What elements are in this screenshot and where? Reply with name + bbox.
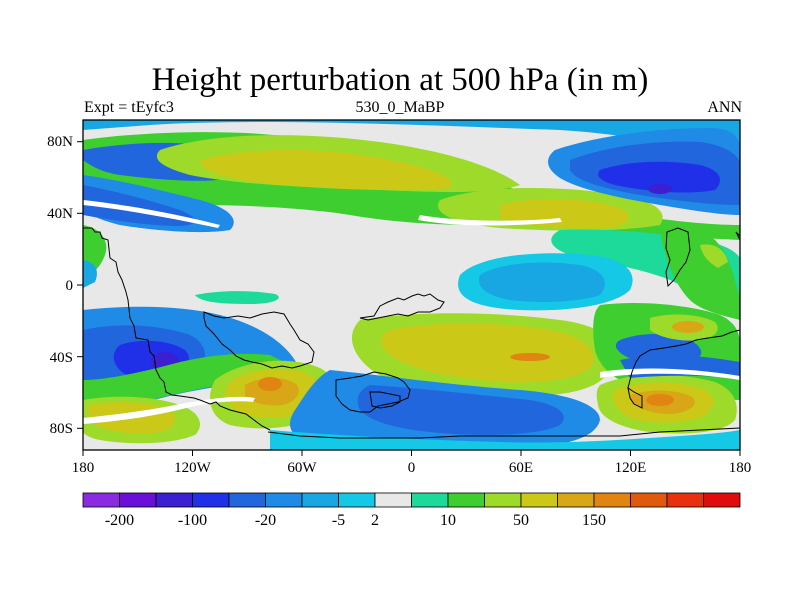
lon-tick-label: 120E [615,460,647,476]
colorbar-box [82,492,120,508]
colorbar-box [155,492,193,508]
colorbar-box [411,492,449,508]
colorbar-box [301,492,339,508]
lon-tick-label: 120W [174,460,212,476]
colorbar-box [374,492,412,508]
continent-outlines [83,227,740,439]
lat-tick-label: 40N [47,206,73,222]
colorbar-box [228,492,266,508]
lon-tick-label: 60E [509,460,533,476]
lon-tick-label: 0 [408,460,416,476]
latitude-labels: 80N 40N 0 40S 80S [47,134,73,437]
experiment-label: Expt = tEyfc3 [84,99,174,116]
colorbar-label: -200 [105,512,134,529]
time-label: 530_0_MaBP [355,99,445,116]
colorbar-box [520,492,558,508]
colorbar-label: 150 [582,512,606,529]
colorbar-box [484,492,522,508]
colorbar-box [666,492,704,508]
lat-tick-label: 0 [66,278,74,294]
lat-tick-label: 40S [50,350,73,366]
colorbar-label: 10 [440,512,456,529]
longitude-labels: 180 120W 60W 0 60E 120E 180 [72,460,752,476]
lon-tick-label: 60W [287,460,317,476]
lon-tick-label: 180 [72,460,95,476]
colorbar-box [119,492,157,508]
colorbar-box [447,492,485,508]
season-label: ANN [707,99,742,116]
colorbar-box [557,492,595,508]
height-field [83,120,740,450]
colorbar-box [630,492,668,508]
colorbar-box [703,492,741,508]
lat-tick-label: 80S [50,421,73,437]
colorbar-label: -20 [255,512,276,529]
colorbar-label: 2 [371,512,379,529]
colorbar-labels: -200 -100 -20 -5 2 10 50 150 [105,512,606,529]
lon-tick-label: 180 [729,460,752,476]
colorbar-label: -5 [332,512,345,529]
lat-tick-label: 80N [47,134,73,150]
colorbar-box [338,492,376,508]
tick-marks [77,141,741,456]
colorbar-box [593,492,631,508]
colorbar-label: -100 [178,512,207,529]
figure-title: Height perturbation at 500 hPa (in m) [151,62,649,98]
colorbar [82,492,741,508]
colorbar-box [192,492,230,508]
colorbar-box [265,492,303,508]
colorbar-label: 50 [513,512,529,529]
